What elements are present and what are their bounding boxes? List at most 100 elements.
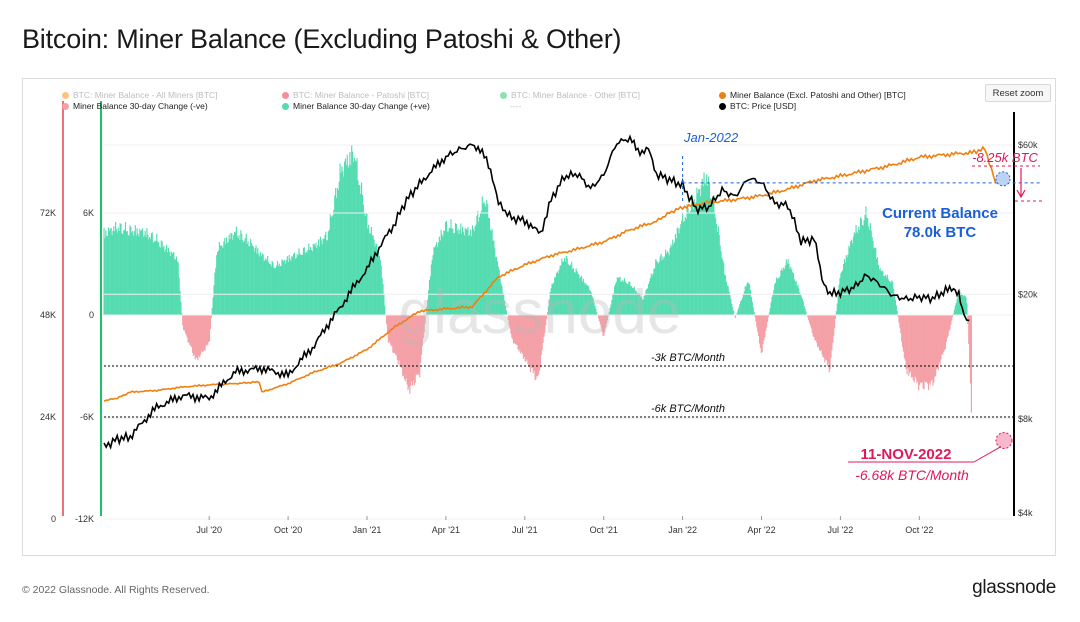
change-bar-negative [932,315,934,386]
change-bar-negative [418,315,420,375]
change-bar-negative [941,315,943,355]
change-bar-negative [951,315,953,321]
change-bar-negative [185,315,187,336]
change-bar-positive [582,278,584,315]
change-bar-positive [675,238,677,315]
change-bar-positive [359,185,361,315]
legend-item[interactable]: BTC: Miner Balance - Other [BTC] [500,90,640,100]
change-bar-positive [274,268,276,315]
legend-item[interactable]: BTC: Price [USD] [719,101,796,111]
change-bar-positive [610,304,612,315]
change-bar-negative [930,315,932,382]
change-bar-positive [739,303,741,315]
change-bar-negative [905,315,907,369]
change-bar-negative [940,315,942,360]
legend-item[interactable]: Miner Balance 30-day Change (-ve) [62,101,208,111]
change-bar-positive [171,252,173,315]
change-bar-negative [391,315,393,347]
reset-zoom-button[interactable]: Reset zoom [985,84,1051,102]
change-bar-positive [586,285,588,315]
legend-item[interactable]: Miner Balance 30-day Change (+ve) [282,101,430,111]
change-bar-positive [743,291,745,315]
change-bar-negative [936,315,939,369]
change-bar-positive [640,296,643,315]
change-bar-positive [894,299,896,315]
change-bar-positive [669,248,671,315]
change-bar-positive [479,217,481,315]
change-bar-positive [377,250,379,315]
change-bar-negative [394,315,396,353]
change-bar-positive [352,162,355,315]
change-bar-positive [611,300,613,315]
change-bar-negative [194,315,196,360]
change-bar-negative [535,315,537,380]
change-bar-negative [914,315,916,377]
change-bar-negative [191,315,193,348]
change-bar-positive [155,240,157,315]
legend-item[interactable]: ---- [510,101,521,111]
change-bar-positive [245,233,247,315]
change-bar-negative [422,315,424,339]
balance-line [103,145,997,402]
change-bar-positive [794,281,796,315]
change-bar-positive [136,228,138,315]
change-bar-positive [154,240,156,315]
change-bar-positive [312,243,314,315]
change-bar-positive [741,297,744,315]
change-bar-positive [228,234,230,315]
change-bar-positive [895,305,897,315]
legend-dot-icon [62,102,69,110]
change-bar-negative [809,315,812,326]
change-bar-positive [486,200,488,315]
change-bar-negative [416,315,418,374]
change-bar-positive [338,181,340,315]
change-bar-positive [888,281,890,315]
change-bar-positive [260,256,262,315]
change-bar-positive [879,268,881,315]
change-bar-positive [853,232,855,315]
change-bar-positive [304,253,306,315]
change-bar-positive [713,195,715,315]
change-bar-positive [168,251,170,315]
change-bar-negative [529,315,532,373]
change-bar-positive [800,296,803,315]
right-axis-price-tick: $20k [1018,289,1038,299]
change-bar-positive [588,286,590,315]
change-bar-positive [715,218,717,315]
legend-item[interactable]: BTC: Miner Balance - All Miners [BTC] [62,90,218,100]
change-bar-positive [492,241,494,315]
change-bar-positive [219,245,221,315]
change-bar-positive [110,227,112,315]
change-bar-positive [500,283,502,315]
change-bar-negative [533,315,535,371]
change-bar-positive [284,263,287,315]
change-bar-positive [619,276,621,315]
change-bar-negative [767,315,770,318]
change-bar-positive [771,297,773,315]
legend-label: ---- [510,101,522,111]
legend-item[interactable]: Miner Balance (Excl. Patoshi and Other) … [719,90,906,100]
change-bar-negative [834,315,836,329]
change-bar-positive [772,294,774,315]
change-bar-negative [198,315,200,356]
change-bar-positive [631,287,634,315]
change-bar-negative [604,315,606,333]
change-bar-negative [526,315,528,360]
change-bar-negative [831,315,833,350]
legend-label: BTC: Miner Balance - Patoshi [BTC] [293,90,430,100]
change-bar-negative [901,315,904,348]
legend-item[interactable]: BTC: Miner Balance - Patoshi [BTC] [282,90,429,100]
change-bar-positive [802,301,804,315]
change-bar-positive [104,238,106,315]
change-bar-positive [105,230,107,315]
change-bar-negative [759,315,761,349]
change-bar-positive [175,256,178,315]
change-bar-negative [907,315,909,369]
change-bar-positive [612,294,614,315]
change-bar-positive [238,235,240,315]
change-bar-positive [276,265,278,315]
change-bar-positive [847,254,849,315]
change-bar-positive [633,286,635,315]
change-bar-positive [769,307,771,315]
change-bar-negative [947,315,949,336]
